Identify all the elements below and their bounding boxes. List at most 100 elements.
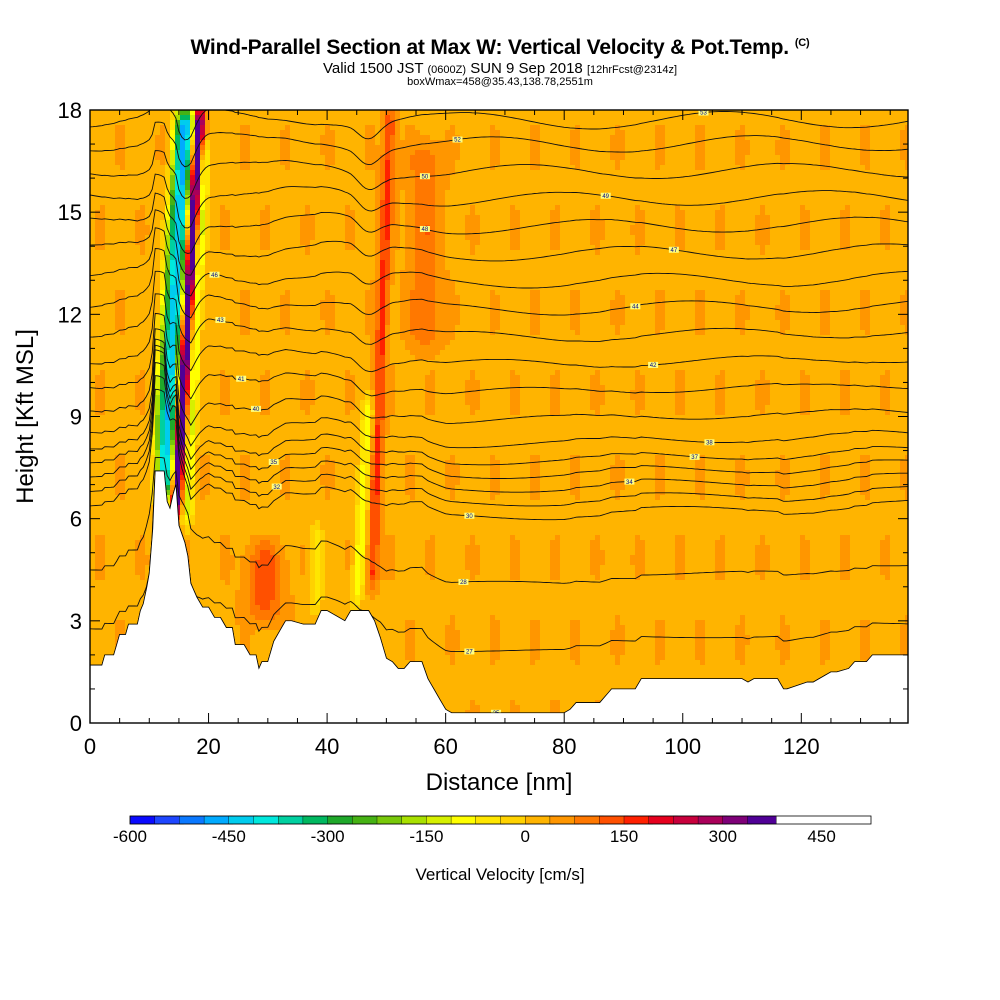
velocity-cell [210, 175, 216, 181]
velocity-cell [730, 160, 736, 166]
velocity-cell [100, 175, 106, 181]
velocity-cell [155, 180, 161, 186]
velocity-cell [385, 140, 391, 146]
velocity-cell [695, 110, 701, 116]
velocity-cell [270, 185, 276, 191]
velocity-cell [685, 225, 691, 231]
velocity-cell [195, 250, 201, 256]
velocity-cell [285, 185, 291, 191]
velocity-cell [405, 135, 411, 141]
velocity-cell [460, 140, 466, 146]
velocity-cell [95, 230, 101, 236]
velocity-cell [715, 115, 721, 121]
velocity-cell [530, 245, 536, 251]
velocity-cell [225, 175, 231, 181]
velocity-cell [555, 195, 561, 201]
velocity-cell [435, 200, 441, 206]
velocity-cell [900, 250, 906, 256]
velocity-cell [445, 200, 451, 206]
velocity-cell [185, 115, 191, 121]
velocity-cell [345, 215, 351, 221]
velocity-cell [400, 170, 406, 176]
velocity-cell [700, 190, 706, 196]
velocity-cell [640, 150, 646, 156]
velocity-cell [460, 155, 466, 161]
velocity-cell [445, 215, 451, 221]
velocity-cell [895, 165, 901, 171]
velocity-cell [860, 135, 866, 141]
velocity-cell [340, 240, 346, 246]
velocity-cell [365, 150, 371, 156]
velocity-cell [905, 155, 908, 161]
velocity-cell [485, 245, 491, 251]
velocity-cell [855, 185, 861, 191]
velocity-cell [715, 215, 721, 221]
velocity-cell [265, 225, 271, 231]
velocity-cell [335, 120, 341, 126]
velocity-cell [110, 200, 116, 206]
velocity-cell [670, 230, 676, 236]
velocity-cell [685, 150, 691, 156]
velocity-cell [585, 185, 591, 191]
velocity-cell [115, 170, 121, 176]
velocity-cell [170, 165, 176, 171]
velocity-cell [495, 215, 501, 221]
velocity-cell [400, 115, 406, 121]
velocity-cell [255, 185, 261, 191]
velocity-cell [165, 230, 171, 236]
velocity-cell [800, 160, 806, 166]
velocity-cell [650, 235, 656, 241]
velocity-cell [465, 165, 471, 171]
velocity-cell [815, 160, 821, 166]
velocity-cell [420, 125, 426, 131]
velocity-cell [785, 190, 791, 196]
velocity-cell [440, 245, 446, 251]
velocity-cell [685, 155, 691, 161]
velocity-cell [405, 150, 411, 156]
velocity-cell [280, 230, 286, 236]
velocity-cell [410, 135, 416, 141]
velocity-cell [430, 180, 436, 186]
velocity-cell [815, 225, 821, 231]
velocity-cell [820, 245, 826, 251]
velocity-cell [335, 115, 341, 121]
velocity-cell [415, 160, 421, 166]
velocity-cell [450, 190, 456, 196]
velocity-cell [485, 125, 491, 131]
velocity-cell [220, 185, 226, 191]
velocity-cell [455, 180, 461, 186]
velocity-cell [335, 240, 341, 246]
velocity-cell [760, 205, 766, 211]
velocity-cell [755, 120, 761, 126]
velocity-cell [510, 125, 516, 131]
velocity-cell [750, 135, 756, 141]
velocity-cell [860, 155, 866, 161]
velocity-cell [805, 145, 811, 151]
velocity-cell [180, 200, 186, 206]
velocity-cell [530, 125, 536, 131]
velocity-cell [150, 140, 156, 146]
velocity-cell [695, 180, 701, 186]
velocity-cell [820, 140, 826, 146]
velocity-cell [310, 240, 316, 246]
velocity-cell [750, 115, 756, 121]
velocity-cell [595, 205, 601, 211]
velocity-cell [285, 215, 291, 221]
velocity-cell [825, 120, 831, 126]
velocity-cell [450, 235, 456, 241]
velocity-cell [190, 225, 196, 231]
velocity-cell [680, 185, 686, 191]
velocity-cell [130, 225, 136, 231]
velocity-cell [280, 210, 286, 216]
velocity-cell [420, 180, 426, 186]
velocity-cell [550, 130, 556, 136]
velocity-cell [195, 110, 201, 116]
velocity-cell [665, 210, 671, 216]
velocity-cell [515, 150, 521, 156]
velocity-cell [680, 195, 686, 201]
velocity-cell [340, 215, 346, 221]
velocity-cell [365, 120, 371, 126]
velocity-cell [545, 235, 551, 241]
velocity-cell [720, 150, 726, 156]
velocity-cell [445, 240, 451, 246]
